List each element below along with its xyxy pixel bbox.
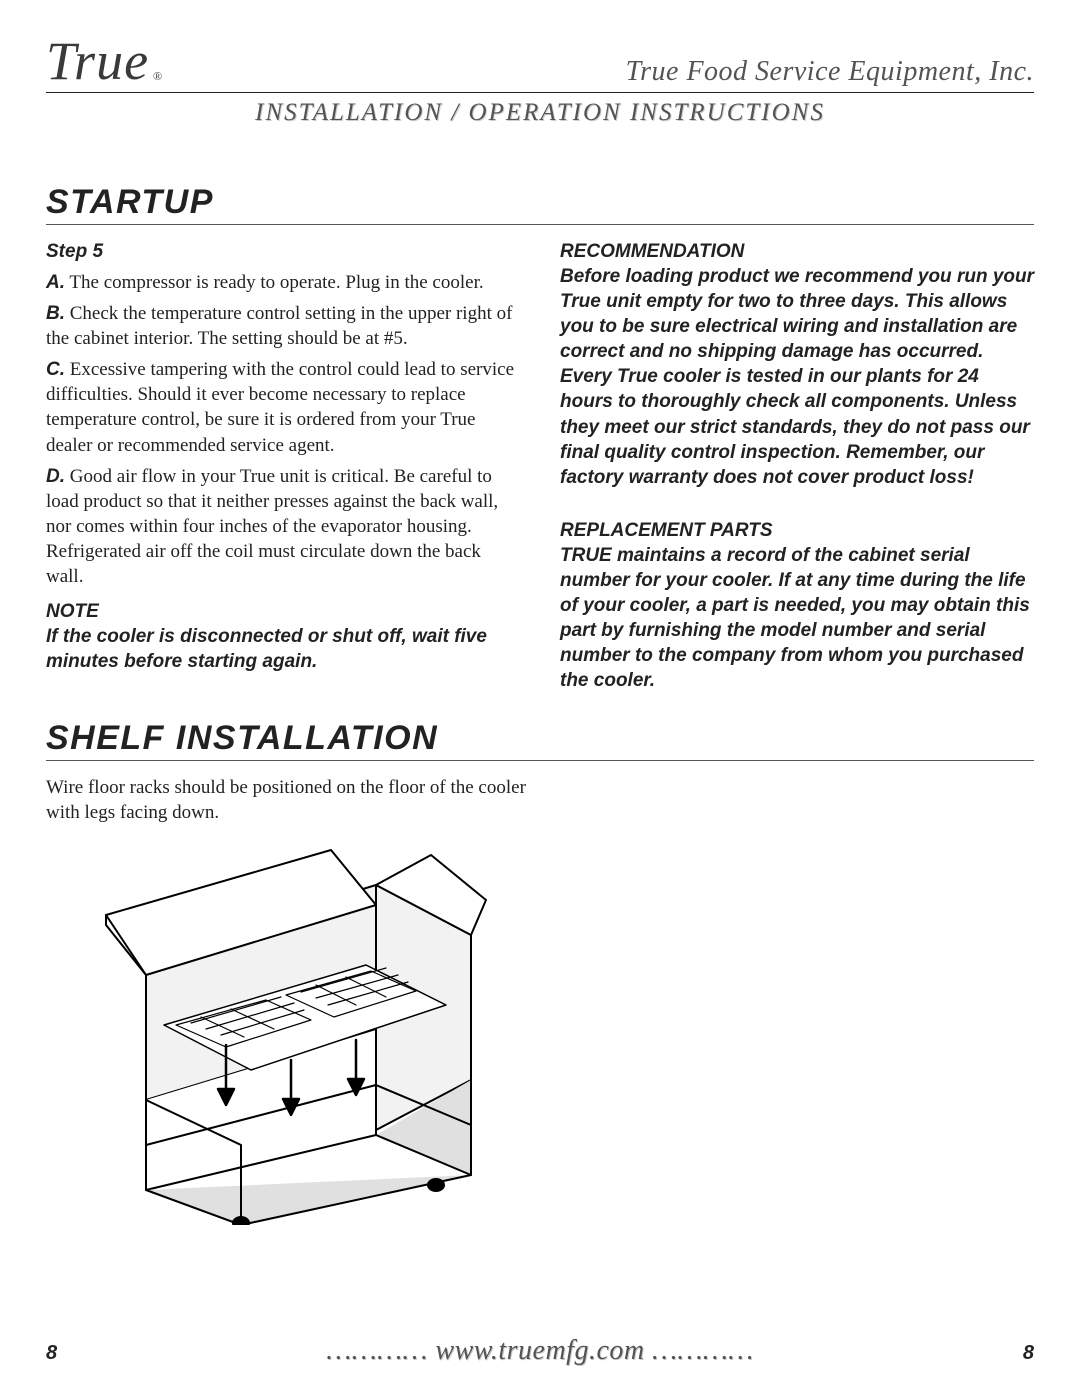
replacement-heading: REPLACEMENT PARTS — [560, 518, 1034, 543]
step-b-lead: B. — [46, 303, 65, 324]
footer: 8 ………… www.truemfg.com ………… 8 — [46, 1335, 1034, 1367]
step-b: B. Check the temperature control setting… — [46, 301, 520, 351]
page: True ® True Food Service Equipment, Inc.… — [0, 0, 1080, 1397]
logo-registered: ® — [153, 70, 163, 82]
doc-subtitle: INSTALLATION / OPERATION INSTRUCTIONS — [46, 99, 1034, 127]
step-a-text: The compressor is ready to operate. Plug… — [65, 272, 484, 293]
recommendation-body: Before loading product we recommend you … — [560, 264, 1034, 490]
step-a: A. The compressor is ready to operate. P… — [46, 270, 520, 295]
cooler-diagram-svg — [76, 845, 506, 1225]
startup-columns: Step 5 A. The compressor is ready to ope… — [46, 235, 1034, 693]
startup-right-col: RECOMMENDATION Before loading product we… — [560, 235, 1034, 693]
replacement-body: TRUE maintains a record of the cabinet s… — [560, 543, 1034, 693]
step-d-text: Good air flow in your True unit is criti… — [46, 466, 498, 587]
step-c-text: Excessive tampering with the control cou… — [46, 359, 514, 455]
step-a-lead: A. — [46, 272, 65, 293]
step-c: C. Excessive tampering with the control … — [46, 357, 520, 457]
logo: True ® — [46, 34, 163, 90]
step-c-lead: C. — [46, 359, 65, 380]
note-body: If the cooler is disconnected or shut of… — [46, 624, 520, 674]
page-number-right: 8 — [1023, 1342, 1034, 1365]
shelf-text: Wire floor racks should be positioned on… — [46, 775, 540, 825]
note-heading: NOTE — [46, 599, 520, 624]
header-row: True ® True Food Service Equipment, Inc. — [46, 34, 1034, 93]
logo-text: True — [46, 34, 149, 88]
section-startup-title: STARTUP — [46, 183, 1034, 225]
step-label: Step 5 — [46, 239, 520, 264]
page-number-left: 8 — [46, 1342, 57, 1365]
step-d-lead: D. — [46, 466, 65, 487]
section-shelf-title: SHELF INSTALLATION — [46, 719, 1034, 761]
shelf-diagram — [76, 845, 1034, 1230]
startup-left-col: Step 5 A. The compressor is ready to ope… — [46, 235, 520, 693]
step-d: D. Good air flow in your True unit is cr… — [46, 464, 520, 589]
recommendation-heading: RECOMMENDATION — [560, 239, 1034, 264]
step-b-text: Check the temperature control setting in… — [46, 303, 512, 349]
footer-url: ………… www.truemfg.com ………… — [326, 1335, 753, 1367]
company-name: True Food Service Equipment, Inc. — [626, 56, 1034, 90]
